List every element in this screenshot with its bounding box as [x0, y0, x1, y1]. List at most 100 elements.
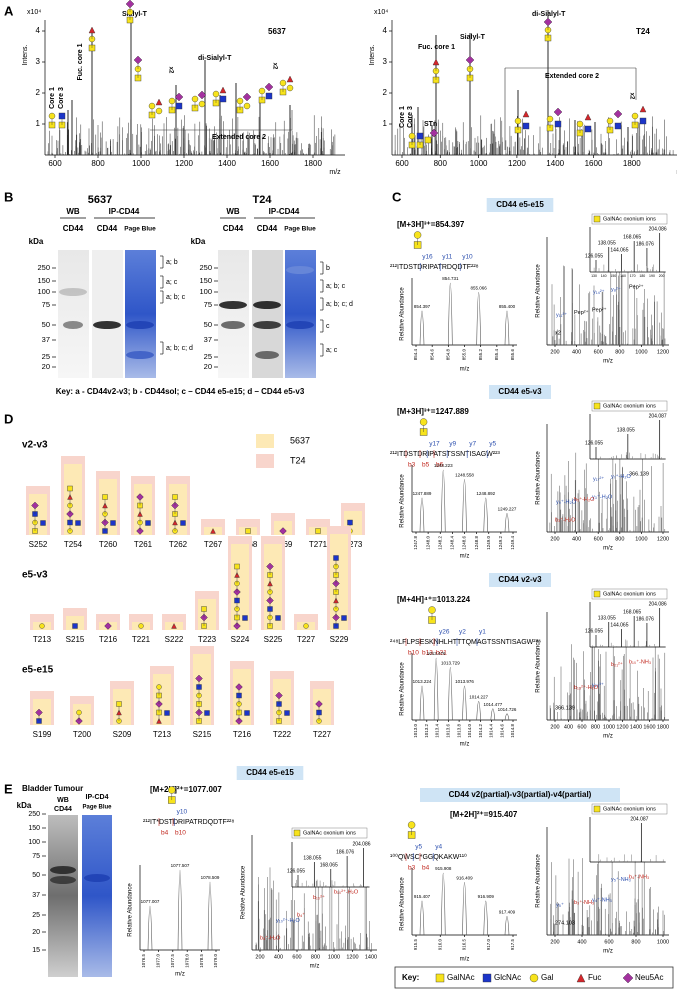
spectrum-peaks [255, 864, 372, 950]
glycan-symbol [242, 92, 252, 102]
fragment-ion-label: b₁₀⁺-NH₃ [629, 658, 651, 665]
x-tick-label: 1078.5 [199, 954, 204, 968]
annotation: Fuc. core 1 [77, 43, 84, 80]
spectrum-peaks [548, 858, 665, 935]
spectrum-peaks [394, 115, 675, 155]
gel-band [253, 321, 281, 329]
fragment-ion-label: y₈²⁺ [611, 286, 621, 293]
peak-label: 144.065 [610, 622, 628, 628]
glycan-symbol [236, 97, 244, 105]
x-tick-label: 400 [572, 536, 581, 542]
isotope-peak [483, 497, 489, 533]
x-label: m/z [460, 554, 470, 560]
y-label: Intens. [369, 44, 376, 65]
glycan-symbol [204, 710, 210, 716]
site-bar-5637 [233, 669, 251, 725]
site-bar-5637 [73, 704, 91, 725]
x-tick-label: 800 [91, 159, 105, 168]
peak-label: 1013.729 [441, 660, 460, 665]
fragment-label: y5 [489, 441, 496, 448]
glycan-symbol [264, 82, 274, 92]
y-label: Relative Abundance [536, 264, 542, 318]
x-tick-label: 1077.5 [170, 954, 175, 968]
x-tick-label: 1800 [623, 159, 641, 168]
site-label: S215 [66, 635, 85, 644]
glycan-symbol [465, 55, 475, 65]
y-tick-label: 4 [36, 26, 41, 35]
isotope-peak [490, 708, 496, 721]
spectrum-peaks [47, 115, 336, 155]
marker-label: 75 [42, 300, 50, 309]
glycan-symbol [543, 17, 553, 27]
glycan-symbol [75, 520, 81, 526]
glycan-symbol [35, 708, 43, 717]
peak-label: 915.908 [435, 866, 452, 871]
glycan-symbol [315, 700, 323, 708]
spectrum-peaks [593, 452, 663, 459]
peak-label: 168.065 [320, 862, 338, 868]
glycan-symbol [606, 117, 614, 125]
peak-label: 144.065 [610, 247, 628, 253]
glycan-symbol [546, 115, 554, 123]
spectrum-title: CD44 v2(partial)-v3(partial)-v4(partial) [449, 790, 592, 799]
glycan-symbol [286, 84, 294, 92]
x-tick-label: 400 [564, 724, 573, 730]
glycan-symbol [631, 112, 639, 120]
glycan-symbol [419, 418, 428, 426]
peak-label: 186.076 [636, 616, 654, 622]
site-bar-5637 [313, 689, 331, 725]
peak-label: 1013.476 [427, 651, 446, 656]
glycan-symbol [235, 683, 243, 691]
y-label: Relative Abundance [400, 474, 406, 528]
legend-swatch [256, 454, 274, 468]
x-tick-label: 130 [591, 274, 597, 278]
kda-label: kDa [29, 237, 44, 246]
peak-label: 855.066 [471, 285, 488, 290]
site-bar-5637 [99, 479, 117, 535]
key-label: Gal [541, 973, 554, 982]
glycan-symbol [593, 590, 601, 598]
y-label: Relative Abundance [536, 639, 542, 693]
glycan-symbol [413, 231, 422, 239]
peak-label: 126.055 [287, 868, 305, 874]
fragment-label: y26 [439, 629, 450, 636]
peak-label: 854.397 [414, 304, 431, 309]
gel-band [126, 321, 154, 329]
x-tick-label: 855.0 [462, 349, 467, 361]
glycan-symbol [347, 519, 353, 526]
lane-group: WB [57, 797, 69, 804]
peptide-sequence: ¹⁰⁰QWSC*GGQKAKW¹¹⁰ [390, 853, 467, 861]
site-label: S225 [264, 635, 283, 644]
annotation: STn [424, 121, 437, 128]
glycan-symbol [584, 113, 592, 121]
fragment-label: y2 [459, 629, 466, 636]
annotation: Fuc. core 1 [418, 44, 455, 51]
x-label: m/z [460, 367, 470, 373]
x-tick-label: 170 [630, 274, 636, 278]
glycan-symbol [522, 110, 530, 118]
peak-label: 138.055 [598, 240, 616, 246]
annotation: Sialyl-T [122, 11, 148, 18]
fragment-label: b10 [175, 830, 186, 837]
fragment-label: b4 [422, 865, 430, 872]
sample-label: T24 [636, 27, 650, 36]
fragment-label: b5 [422, 462, 430, 469]
fragment-ion-label: b₄⁺-H₂O [260, 934, 281, 941]
glycan-symbol [195, 674, 203, 683]
gel-title: T24 [253, 194, 273, 206]
legend-box [591, 588, 668, 600]
isotope-peak [147, 906, 153, 951]
key-text: Key: a - CD44v2-v3; b - CD44sol; c – CD4… [56, 387, 305, 396]
band-label: a; b; c; d [166, 345, 193, 352]
legend-label: T24 [290, 455, 306, 465]
x-tick-label: 1248.8 [474, 536, 479, 550]
fragment-label: y10 [462, 254, 473, 261]
peak-label: 204.086 [649, 601, 667, 607]
panel-label: B [4, 189, 13, 204]
x-tick-label: 1600 [261, 159, 279, 168]
legend-label: GalNAc oxonium ions [603, 216, 656, 222]
marker-label: 37 [204, 335, 212, 344]
glycan-symbol [155, 98, 163, 106]
x-tick-label: 1200 [175, 159, 193, 168]
site-label: T227 [313, 730, 332, 739]
